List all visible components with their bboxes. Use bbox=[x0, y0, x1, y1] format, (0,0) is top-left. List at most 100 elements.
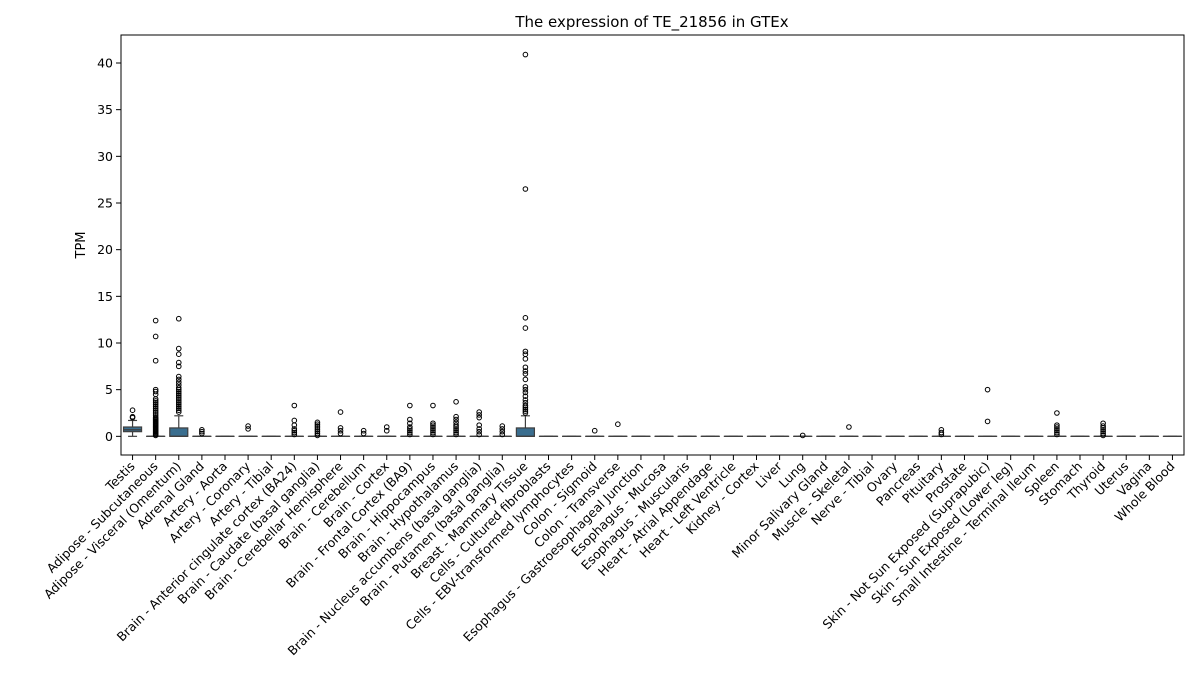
outlier-point bbox=[499, 431, 506, 438]
box-group bbox=[307, 419, 328, 439]
outlier-point bbox=[522, 399, 529, 406]
outlier-point bbox=[175, 385, 182, 391]
outlier-point bbox=[522, 376, 529, 383]
outlier-point bbox=[199, 428, 205, 435]
outlier-point bbox=[152, 398, 159, 404]
box-group bbox=[1093, 420, 1113, 439]
outlier-point bbox=[407, 427, 413, 434]
outlier-point bbox=[175, 407, 182, 414]
outlier-point bbox=[453, 431, 459, 438]
outlier-point bbox=[383, 424, 390, 430]
boxes-layer bbox=[122, 51, 1183, 439]
outlier-point bbox=[522, 348, 529, 355]
outlier-point bbox=[314, 427, 321, 433]
outlier-point bbox=[152, 414, 159, 421]
box-group bbox=[839, 424, 859, 438]
box bbox=[515, 427, 536, 437]
outlier-point bbox=[314, 425, 321, 431]
outlier-point bbox=[1054, 422, 1060, 428]
outlier-point bbox=[291, 426, 298, 432]
outlier-point bbox=[360, 430, 367, 437]
y-tick-label: 35 bbox=[97, 102, 113, 117]
outlier-point bbox=[522, 51, 529, 58]
outlier-point bbox=[522, 325, 529, 331]
outlier-point bbox=[522, 186, 529, 192]
outlier-point bbox=[846, 424, 852, 430]
box-group bbox=[492, 423, 512, 438]
outlier-point bbox=[522, 393, 529, 400]
box-group bbox=[1047, 410, 1067, 438]
outlier-point bbox=[984, 386, 991, 393]
y-axis-label: TPM bbox=[74, 232, 89, 260]
y-tick-label: 5 bbox=[105, 382, 113, 397]
outlier-point bbox=[175, 345, 182, 352]
box bbox=[169, 427, 189, 437]
box-group bbox=[515, 51, 536, 438]
outlier-point bbox=[152, 357, 159, 364]
outlier-point bbox=[522, 408, 529, 414]
box-group bbox=[330, 409, 351, 438]
outlier-point bbox=[175, 403, 182, 410]
outlier-point bbox=[476, 428, 482, 435]
outlier-point bbox=[1054, 424, 1060, 430]
outlier-point bbox=[337, 425, 344, 431]
outlier-point bbox=[1054, 426, 1060, 432]
outlier-point bbox=[291, 402, 298, 409]
outlier-point bbox=[799, 432, 806, 439]
outlier-point bbox=[476, 431, 482, 438]
outlier-point bbox=[522, 389, 529, 396]
outlier-point bbox=[522, 368, 529, 374]
outlier-point bbox=[129, 407, 136, 414]
outlier-point bbox=[453, 429, 459, 436]
outlier-point bbox=[522, 371, 529, 377]
outlier-point bbox=[430, 426, 436, 432]
y-tick-label: 30 bbox=[97, 149, 113, 164]
outlier-point bbox=[984, 418, 991, 425]
outlier-point bbox=[129, 413, 136, 420]
outlier-point bbox=[522, 315, 529, 321]
box-group bbox=[400, 402, 420, 438]
box-group bbox=[423, 402, 443, 438]
outlier-point bbox=[314, 430, 321, 437]
outlier-point bbox=[522, 351, 529, 358]
box-group bbox=[169, 315, 189, 438]
outlier-point bbox=[522, 410, 529, 416]
box-group bbox=[192, 427, 212, 438]
outlier-point bbox=[291, 417, 298, 424]
outlier-point bbox=[407, 424, 413, 430]
outlier-point bbox=[199, 430, 205, 437]
outlier-point bbox=[152, 405, 159, 412]
outlier-point bbox=[175, 396, 182, 402]
outlier-point bbox=[175, 373, 182, 380]
outlier-point bbox=[1100, 427, 1106, 433]
outlier-point bbox=[175, 399, 182, 406]
outlier-point bbox=[152, 401, 159, 408]
outlier-point bbox=[938, 429, 945, 436]
outlier-point bbox=[430, 431, 436, 438]
outlier-point bbox=[430, 429, 436, 436]
outlier-point bbox=[522, 397, 529, 403]
outlier-point bbox=[291, 427, 298, 434]
outlier-point bbox=[407, 416, 413, 423]
outlier-point bbox=[430, 402, 436, 409]
y-tick-label: 20 bbox=[97, 242, 113, 257]
outlier-point bbox=[1054, 410, 1060, 416]
outlier-point bbox=[476, 412, 482, 418]
box-group bbox=[284, 402, 304, 438]
outlier-point bbox=[175, 392, 182, 399]
outlier-point bbox=[522, 364, 529, 371]
outlier-point bbox=[522, 402, 529, 409]
y-axis: 0 5 10 15 20 25 30 35 40 bbox=[97, 56, 121, 444]
box-group bbox=[469, 409, 489, 438]
outlier-point bbox=[152, 411, 159, 417]
outlier-point bbox=[152, 399, 159, 406]
outlier-point bbox=[360, 427, 367, 434]
outlier-point bbox=[314, 421, 321, 428]
outlier-point bbox=[152, 386, 159, 393]
outlier-point bbox=[430, 427, 436, 434]
box-group bbox=[377, 424, 397, 438]
y-tick-label: 40 bbox=[97, 56, 113, 71]
